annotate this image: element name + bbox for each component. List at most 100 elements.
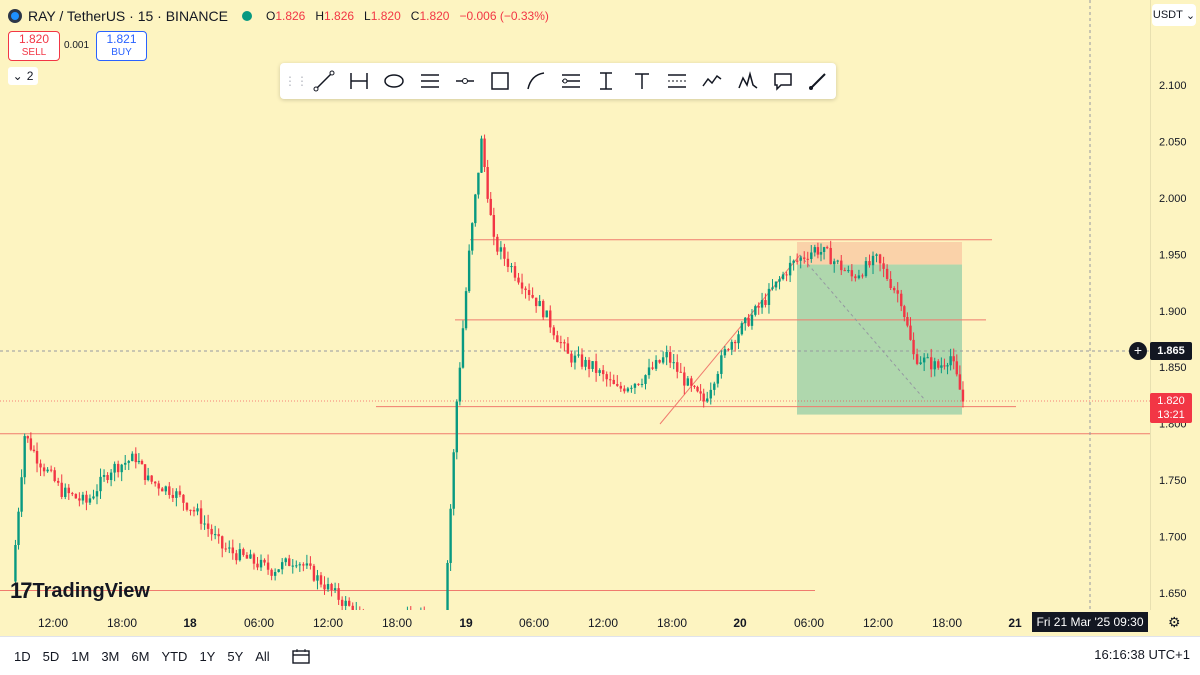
candle [95,484,99,505]
date-range-icon[interactable] [341,66,376,96]
path-icon[interactable] [695,66,730,96]
candle-body [266,562,270,570]
candle-body [95,491,99,497]
candle [270,568,273,581]
sell-button[interactable]: 1.820 SELL [8,31,60,61]
chart-pane[interactable]: RAY / TetherUS · 15 · BINANCE O1.826 H1.… [0,0,1150,610]
candle [213,525,217,540]
candle-body [309,563,312,566]
candle-body [492,215,496,237]
candle-body [587,359,591,369]
candle-body [754,306,757,315]
candle-body [633,383,637,388]
candle-body [206,523,210,529]
candle-body [885,268,889,279]
price-scale[interactable]: 2.100 2.050 2.000 1.950 1.900 1.850 1.800 1.750… [1150,0,1200,610]
candle [513,262,517,282]
candle [829,240,832,265]
candle-body [829,247,832,265]
date-price-range-icon[interactable] [659,66,694,96]
range-button-6m[interactable]: 6M [131,648,150,664]
candle [868,254,871,268]
pattern-icon[interactable] [730,66,765,96]
stop-loss-zone [797,241,962,265]
candle [266,554,270,575]
candle [524,286,527,299]
candle [410,606,412,610]
rectangle-icon[interactable] [483,66,518,96]
candle-body [955,361,958,375]
range-button-3m[interactable]: 3M [101,648,120,664]
candle-body [189,509,192,511]
drag-handle-icon[interactable]: ⋮⋮ [284,74,308,88]
candle-body [449,508,452,563]
candle [99,468,102,499]
candle [750,309,754,330]
candle [847,265,850,273]
candle [480,135,483,173]
trend-line-icon[interactable] [306,66,341,96]
time-scale[interactable]: 12:00 18:00 18 06:00 12:00 18:00 19 06:00 12:00 1… [0,610,1200,636]
candle-body [291,565,294,567]
candle-body [792,260,795,263]
market-status-icon[interactable] [241,11,252,21]
buy-button[interactable]: 1.821 BUY [96,31,147,61]
fib-retracement-icon[interactable] [553,66,588,96]
gear-icon[interactable]: ⚙ [1168,614,1181,630]
candle [591,361,594,372]
range-button-1d[interactable]: 1D [14,648,31,664]
symbol-title[interactable]: RAY / TetherUS · 15 · BINANCE [28,8,228,24]
candle-body [750,314,754,326]
candle [23,433,26,485]
currency-selector[interactable]: USDT ⌄ [1152,4,1196,26]
candle-body [757,306,760,308]
add-alert-icon[interactable]: + [1129,342,1147,360]
candle-body [836,260,839,262]
candle [630,385,633,393]
candle [499,241,503,260]
candle-body [53,470,56,481]
ellipse-icon[interactable] [377,66,412,96]
brush-icon[interactable] [801,66,836,96]
candle-body [67,487,70,494]
candle-body [723,349,727,356]
candle [644,374,647,390]
candle-body [524,288,527,291]
candle [885,264,889,282]
candle [961,381,965,408]
indicators-toggle[interactable]: ⌄ 2 [8,67,38,85]
candle [520,273,524,295]
candle [461,320,465,369]
candle-body [131,453,134,462]
candle [249,549,252,559]
candle-body [727,349,730,351]
range-button-1y[interactable]: 1Y [199,648,216,664]
curve-icon[interactable] [518,66,553,96]
candle [730,339,733,356]
range-button-1m[interactable]: 1M [71,648,90,664]
range-button-5y[interactable]: 5Y [227,648,244,664]
candle [489,191,492,216]
calendar-goto-icon[interactable] [290,646,312,666]
candle [556,330,559,343]
price-range-icon[interactable] [589,66,624,96]
tradingview-logo: 17 TradingView [10,578,150,604]
candle [458,362,462,406]
date-range-buttons: 1D 5D 1M 3M 6M YTD 1Y 5Y All [8,637,312,675]
parallel-channel-icon[interactable] [412,66,447,96]
candle [305,554,309,569]
range-button-ytd[interactable]: YTD [161,648,188,664]
candle [882,256,885,278]
sell-label: SELL [21,47,47,58]
utc-clock[interactable]: 16:16:38 UTC+1 [1094,647,1190,662]
range-button-5d[interactable]: 5D [42,648,60,664]
candle [949,348,952,371]
candle-body [127,461,130,463]
text-icon[interactable] [624,66,659,96]
callout-icon[interactable] [765,66,800,96]
horizontal-ray-icon[interactable] [447,66,482,96]
range-button-all[interactable]: All [255,648,270,664]
candle-body [538,300,541,307]
price-chart[interactable] [0,0,1150,610]
candle-body [57,480,60,483]
